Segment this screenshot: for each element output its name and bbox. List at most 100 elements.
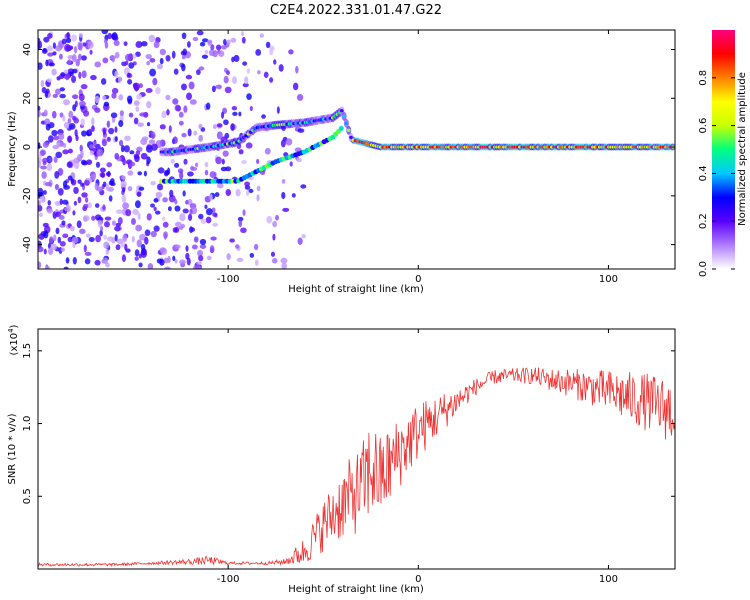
heatmap-cell — [114, 136, 118, 142]
heatmap-cell — [236, 257, 244, 262]
heatmap-cell — [53, 135, 60, 141]
heatmap-cell — [89, 150, 94, 156]
heatmap-cell — [146, 156, 151, 164]
heatmap-cell — [95, 234, 101, 243]
heatmap-cell — [62, 199, 69, 205]
heatmap-cell — [139, 112, 146, 117]
heatmap-cell — [55, 227, 60, 235]
heatmap-cell — [52, 93, 58, 98]
heatmap-cell — [257, 70, 261, 75]
heatmap-cell — [149, 58, 156, 63]
heatmap-cell — [256, 194, 260, 202]
heatmap-cell — [204, 195, 211, 203]
heatmap-cell — [75, 59, 80, 67]
heatmap-cell — [78, 42, 83, 51]
heatmap-cell — [41, 86, 47, 94]
heatmap-cell — [45, 59, 49, 67]
heatmap-cell — [125, 209, 132, 217]
heatmap-cell — [62, 115, 66, 122]
heatmap-cell — [135, 51, 141, 57]
heatmap-cell — [114, 126, 118, 133]
heatmap-cell — [163, 231, 168, 239]
heatmap-cell — [154, 210, 161, 215]
heatmap-cell — [235, 188, 241, 197]
heatmap-cell — [69, 225, 75, 232]
heatmap-cell — [67, 54, 74, 60]
heatmap-cell — [38, 246, 44, 253]
heatmap-cell — [297, 237, 303, 245]
heatmap-cell — [296, 93, 304, 101]
heatmap-cell — [70, 179, 77, 186]
heatmap-cell — [58, 215, 65, 220]
heatmap-cell — [54, 201, 62, 206]
heatmap-cell — [196, 69, 201, 76]
heatmap-cell — [73, 186, 79, 195]
colorbar-label: Normalized spectral amplitude — [737, 72, 748, 226]
heatmap-cell — [39, 149, 47, 156]
heatmap-cell — [146, 60, 150, 66]
heatmap-cell — [216, 123, 223, 128]
y-tick-label: 0 — [22, 144, 33, 150]
heatmap-cell — [300, 184, 307, 189]
heatmap-cell — [180, 83, 187, 91]
heatmap-cell — [167, 206, 172, 212]
x-tick-label: -100 — [217, 574, 240, 585]
heatmap-cell — [46, 208, 54, 214]
x-tick-label: 100 — [599, 274, 618, 285]
heatmap-cell — [86, 233, 91, 238]
heatmap-cell — [66, 37, 72, 43]
colorbar-ticks: 0.0 0.2 0.4 0.6 0.8 — [698, 70, 735, 277]
heatmap-cell — [259, 33, 264, 38]
heatmap-cell — [245, 142, 253, 149]
heatmap-cell — [146, 122, 151, 127]
heatmap-cell — [38, 204, 43, 212]
heatmap-cell — [186, 92, 193, 101]
heatmap-cell — [232, 111, 238, 116]
heatmap-cell — [102, 204, 106, 211]
heatmap-cell — [285, 138, 293, 146]
heatmap-cell — [57, 236, 62, 244]
heatmap-cell — [81, 70, 87, 79]
heatmap-cell — [120, 144, 125, 153]
heatmap-cell — [151, 143, 158, 151]
heatmap-cell — [198, 213, 204, 220]
heatmap-cell — [225, 70, 231, 76]
heatmap-cell — [275, 214, 279, 221]
y-tick-label: 0.5 — [22, 488, 33, 504]
heatmap-cell — [217, 183, 224, 189]
colorbar: 0.0 0.2 0.4 0.6 0.8 Normalized spectral ampl… — [698, 30, 748, 277]
heatmap-cell — [71, 34, 78, 42]
heatmap-cell — [135, 224, 143, 232]
heatmap-cell — [67, 136, 72, 143]
heatmap-cell — [81, 192, 88, 198]
heatmap-cell — [121, 175, 126, 180]
heatmap-cell — [159, 258, 165, 266]
heatmap-cell — [94, 61, 102, 68]
colorbar-gradient — [712, 30, 735, 269]
heatmap-cell — [54, 183, 59, 191]
heatmap-cell — [80, 182, 85, 187]
heatmap-cell — [72, 210, 76, 216]
heatmap-cell — [111, 220, 116, 226]
heatmap-cell — [198, 66, 205, 71]
heatmap-cell — [159, 247, 166, 254]
heatmap-cell — [72, 68, 78, 74]
heatmap-cell — [84, 251, 92, 256]
heatmap-cell — [199, 244, 207, 249]
heatmap-cell — [67, 175, 73, 181]
heatmap-cell — [204, 161, 209, 168]
heatmap-cell — [150, 203, 155, 208]
heatmap-cell — [102, 181, 107, 188]
heatmap-cell — [136, 93, 143, 100]
heatmap-cell — [59, 73, 65, 79]
heatmap-cell — [222, 150, 229, 157]
heatmap-cell — [59, 241, 66, 247]
heatmap-cell — [101, 139, 108, 147]
heatmap-cell — [193, 264, 201, 269]
heatmap-cell — [172, 98, 179, 105]
heatmap-cell — [102, 57, 109, 64]
y-tick-label: -40 — [22, 236, 33, 252]
heatmap-cell — [238, 111, 242, 117]
heatmap-cell — [248, 188, 254, 193]
heatmap-cell — [127, 79, 133, 85]
